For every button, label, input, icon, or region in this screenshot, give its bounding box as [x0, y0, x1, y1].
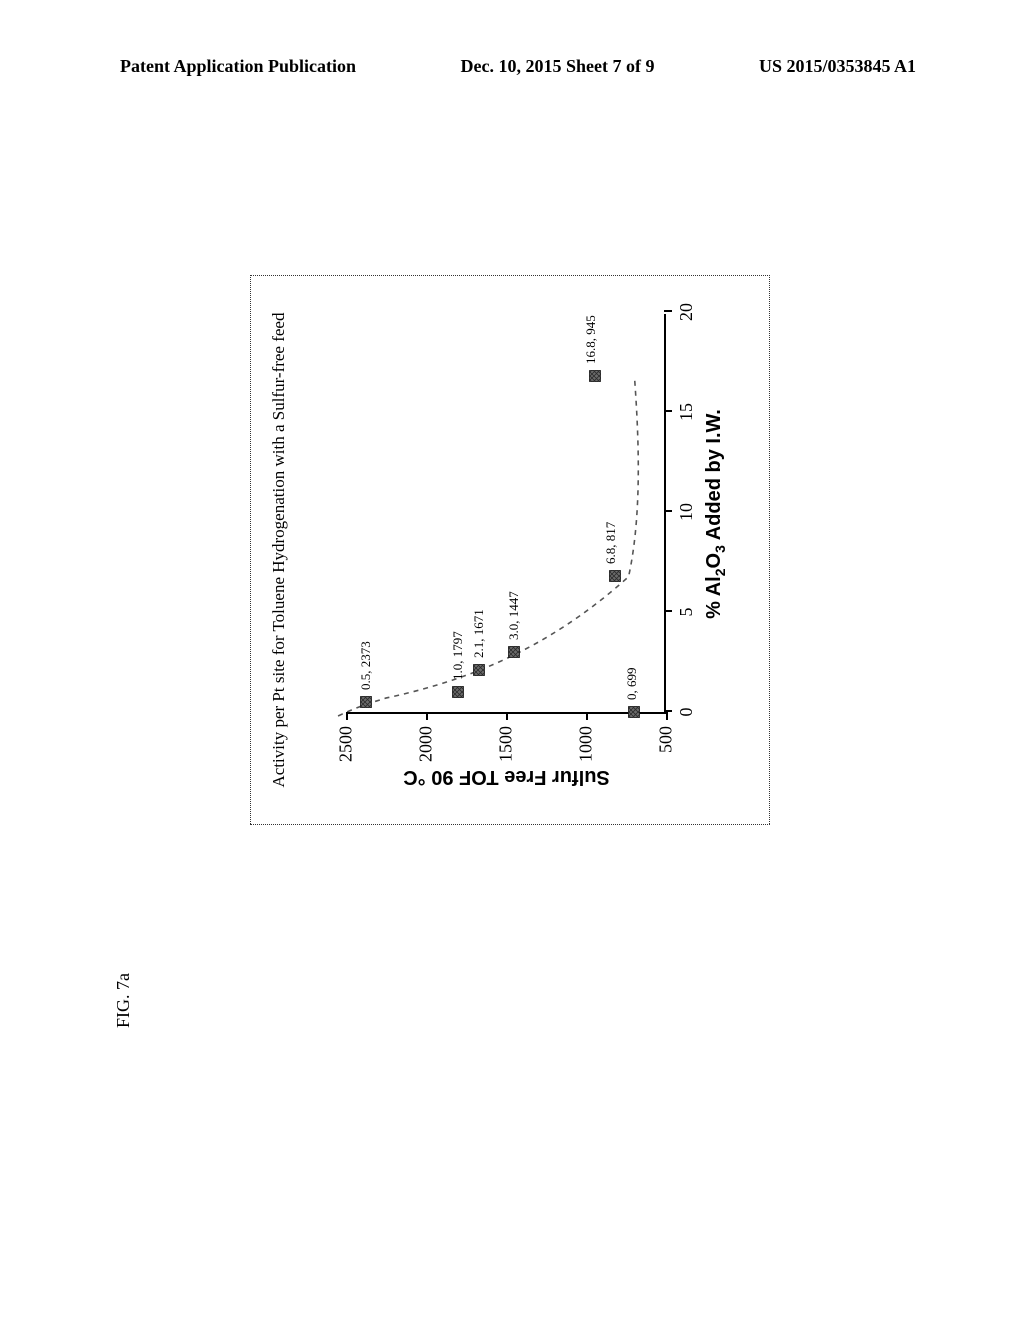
y-tick-label: 1000: [576, 726, 597, 762]
xlabel-part: O: [703, 553, 725, 569]
xlabel-sub: 3: [712, 545, 728, 553]
data-point-label: 1.0, 1797: [450, 631, 466, 680]
y-tick: [666, 712, 668, 720]
x-tick: [664, 510, 672, 512]
x-tick: [664, 410, 672, 412]
y-tick-label: 2000: [416, 726, 437, 762]
data-point-label: 2.1, 1671: [471, 609, 487, 658]
x-tick: [664, 310, 672, 312]
data-marker: [508, 646, 520, 658]
figure-frame: Activity per Pt site for Toluene Hydroge…: [250, 275, 770, 825]
x-tick-label: 15: [676, 403, 697, 421]
header-left: Patent Application Publication: [120, 56, 356, 77]
x-tick-label: 10: [676, 503, 697, 521]
data-point-label: 3.0, 1447: [506, 591, 522, 640]
data-marker: [589, 370, 601, 382]
x-tick-label: 0: [676, 708, 697, 717]
y-tick-label: 1500: [496, 726, 517, 762]
y-tick: [426, 712, 428, 720]
x-tick: [664, 710, 672, 712]
data-point-label: 6.8, 817: [603, 522, 619, 564]
x-tick: [664, 610, 672, 612]
xlabel-sub: 2: [712, 568, 728, 576]
xlabel-part: Added by I.W.: [703, 409, 725, 545]
x-tick-label: 5: [676, 608, 697, 617]
data-point-label: 0, 699: [624, 668, 640, 701]
data-marker: [452, 686, 464, 698]
header-center: Dec. 10, 2015 Sheet 7 of 9: [461, 56, 655, 77]
header-right: US 2015/0353845 A1: [759, 56, 916, 77]
data-marker: [609, 570, 621, 582]
figure-caption: FIG. 7a: [113, 973, 134, 1028]
x-axis-label: % Al2O3 Added by I.W.: [703, 314, 728, 714]
data-marker: [360, 696, 372, 708]
data-marker: [473, 664, 485, 676]
y-tick: [586, 712, 588, 720]
y-tick-label: 500: [656, 726, 677, 753]
plot-area: 0, 699 0.5, 2373 1.0, 1797 2.1, 1671 3.0, 14…: [346, 314, 666, 714]
y-tick-label: 2500: [336, 726, 357, 762]
data-marker: [628, 706, 640, 718]
y-tick: [506, 712, 508, 720]
page-header: Patent Application Publication Dec. 10, …: [0, 56, 1024, 77]
y-axis-label: Sulfur Free TOF 90 °C: [403, 766, 610, 789]
chart-title: Activity per Pt site for Toluene Hydroge…: [269, 276, 289, 824]
y-tick: [346, 712, 348, 720]
xlabel-part: % Al: [703, 576, 725, 619]
data-point-label: 16.8, 945: [583, 315, 599, 364]
x-tick-label: 20: [676, 303, 697, 321]
plot-inner: 0, 699 0.5, 2373 1.0, 1797 2.1, 1671 3.0, 14…: [346, 314, 664, 712]
y-axis-label-container: Sulfur Free TOF 90 °C: [346, 762, 666, 792]
data-point-label: 0.5, 2373: [358, 641, 374, 690]
